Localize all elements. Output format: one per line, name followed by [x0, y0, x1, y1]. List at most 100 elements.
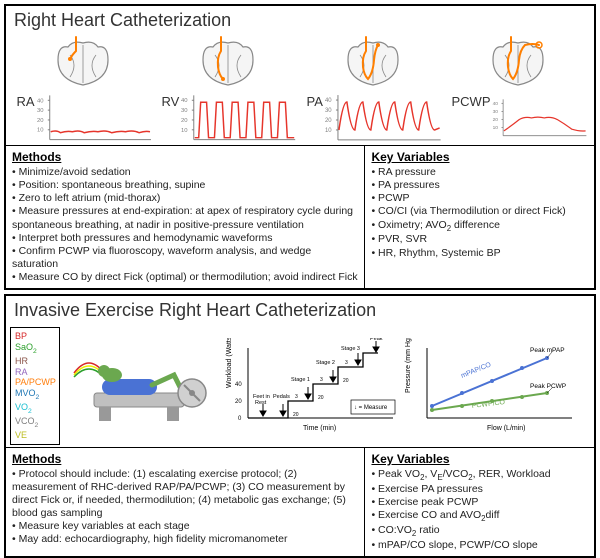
svg-text:Peak: Peak — [370, 338, 383, 342]
svg-text:40: 40 — [492, 101, 498, 107]
waveform-pa: 40302010 — [323, 90, 443, 145]
panel2-keyvars: Key Variables • Peak VO2, VE/VCO2, RER, … — [365, 448, 594, 556]
list-item: • Confirm PCWP via fluoroscopy, waveform… — [12, 245, 358, 271]
list-item: • Measure pressures at end-expiration: a… — [12, 205, 358, 231]
svg-text:40: 40 — [37, 98, 44, 104]
monitor-readout: BPSaO2HRRAPA/PCWPMVO2VO2VCO2VE — [10, 327, 60, 445]
svg-text:Pressure (mm Hg): Pressure (mm Hg) — [405, 338, 412, 393]
keyvars-heading-2: Key Variables — [371, 452, 588, 466]
svg-text:Pedals: Pedals — [273, 394, 290, 400]
svg-text:20: 20 — [235, 399, 242, 405]
svg-text:Rest: Rest — [255, 400, 267, 406]
list-item: • Measure key variables at each stage — [12, 520, 358, 533]
list-item: • CO:VO2 ratio — [371, 524, 588, 539]
svg-text:30: 30 — [492, 109, 498, 115]
svg-text:30: 30 — [181, 108, 188, 114]
heart-col-ra: RA 40 30 20 10 — [13, 35, 153, 145]
monitor-line: MVO2 — [15, 388, 55, 402]
svg-text:20: 20 — [293, 412, 299, 418]
list-item: • Minimize/avoid sedation — [12, 166, 358, 179]
svg-text:Peak PCWP: Peak PCWP — [530, 383, 566, 390]
heart-col-rv: RV 40 30 20 10 — [158, 35, 298, 145]
panel2-methods: Methods • Protocol should include: (1) e… — [6, 448, 365, 556]
svg-text:Flow (L/min): Flow (L/min) — [487, 425, 526, 432]
protocol-step-chart: Workload (Watts) Time (min) 0 20 40 Feet… — [223, 338, 398, 433]
svg-text:20: 20 — [181, 118, 188, 124]
svg-text:Stage 2: Stage 2 — [316, 360, 335, 366]
svg-text:3: 3 — [345, 360, 348, 366]
svg-text:10: 10 — [181, 128, 188, 134]
list-item: • Exercise PA pressures — [371, 483, 588, 496]
list-item: • RA pressure — [371, 166, 588, 179]
keyvars-list-2: • Peak VO2, VE/VCO2, RER, Workload• Exer… — [371, 468, 588, 552]
panel1-methods: Methods • Minimize/avoid sedation• Posit… — [6, 146, 365, 288]
monitor-line: SaO2 — [15, 342, 55, 356]
monitor-line: HR — [15, 356, 55, 367]
panel1-columns: Methods • Minimize/avoid sedation• Posit… — [6, 146, 594, 288]
monitor-line: RA — [15, 367, 55, 378]
waveform-ra: 40 30 20 10 — [35, 90, 153, 145]
svg-text:20: 20 — [343, 378, 349, 384]
monitor-line: BP — [15, 331, 55, 342]
list-item: • Protocol should include: (1) escalatin… — [12, 468, 358, 521]
svg-text:10: 10 — [325, 128, 332, 134]
list-item: • Exercise peak PCWP — [371, 496, 588, 509]
list-item: • Measure CO by direct Fick (optimal) or… — [12, 271, 358, 284]
methods-heading-2: Methods — [12, 452, 358, 466]
svg-text:10: 10 — [37, 128, 44, 134]
svg-text:Stage 3: Stage 3 — [341, 346, 360, 352]
panel-exercise-rhc: Invasive Exercise Right Heart Catheteriz… — [4, 294, 596, 558]
monitor-line: VO2 — [15, 402, 55, 416]
panel1-title: Right Heart Catheterization — [6, 6, 594, 33]
heart-col-pcwp: PCWP 40 30 20 10 — [448, 35, 588, 145]
heart-col-pa: PA 40302010 — [303, 35, 443, 145]
list-item: • Interpret both pressures and hemodynam… — [12, 232, 358, 245]
methods-list: • Minimize/avoid sedation• Position: spo… — [12, 166, 358, 284]
svg-text:0: 0 — [238, 416, 242, 422]
heart-label-pcwp: PCWP — [452, 94, 491, 109]
list-item: • Exercise CO and AVO2diff — [371, 509, 588, 524]
monitor-line: VE — [15, 430, 55, 441]
svg-text:Stage 1: Stage 1 — [291, 377, 310, 383]
methods-list-2: • Protocol should include: (1) escalatin… — [12, 468, 358, 547]
list-item: • HR, Rhythm, Systemic BP — [371, 247, 588, 260]
svg-text:10: 10 — [492, 125, 498, 131]
keyvars-heading: Key Variables — [371, 150, 588, 164]
svg-text:Peak mPAP: Peak mPAP — [530, 347, 565, 354]
list-item: • Oximetry; AVO2 difference — [371, 219, 588, 234]
panel-rhc: Right Heart Catheterization RA 40 30 20 … — [4, 4, 596, 290]
svg-text:Workload (Watts): Workload (Watts) — [226, 338, 233, 388]
monitor-line: VCO2 — [15, 416, 55, 430]
waveform-rv: 40 30 20 10 — [179, 90, 297, 145]
heart-diagram-pa — [338, 35, 408, 90]
svg-text:40: 40 — [181, 98, 188, 104]
svg-text:20: 20 — [318, 395, 324, 401]
list-item: • Peak VO2, VE/VCO2, RER, Workload — [371, 468, 588, 483]
svg-text:PCWP/CO: PCWP/CO — [471, 399, 506, 410]
panel2-columns: Methods • Protocol should include: (1) e… — [6, 448, 594, 556]
heart-label-ra: RA — [17, 94, 35, 109]
list-item: • PVR, SVR — [371, 233, 588, 246]
svg-text:30: 30 — [325, 108, 332, 114]
list-item: • CO/CI (via Thermodilution or direct Fi… — [371, 205, 588, 218]
heart-label-rv: RV — [162, 94, 180, 109]
panel1-keyvars: Key Variables • RA pressure• PA pressure… — [365, 146, 594, 288]
waveform-pcwp: 40 30 20 10 — [491, 90, 588, 145]
svg-text:mPAP/CO: mPAP/CO — [460, 362, 493, 381]
exercise-graphics-row: BPSaO2HRRAPA/PCWPMVO2VO2VCO2VE Workload … — [6, 323, 594, 447]
heart-diagram-pcwp — [483, 35, 553, 90]
svg-text:↓ = Measure: ↓ = Measure — [354, 405, 388, 411]
list-item: • PA pressures — [371, 179, 588, 192]
svg-text:40: 40 — [325, 98, 332, 104]
list-item: • Zero to left atrium (mid-thorax) — [12, 192, 358, 205]
list-item: • Position: spontaneous breathing, supin… — [12, 179, 358, 192]
svg-text:20: 20 — [37, 118, 44, 124]
svg-text:30: 30 — [37, 108, 44, 114]
list-item: • mPAP/CO slope, PCWP/CO slope — [371, 539, 588, 552]
recumbent-bike-diagram — [64, 343, 219, 428]
methods-heading: Methods — [12, 150, 358, 164]
hearts-row: RA 40 30 20 10 — [6, 33, 594, 145]
svg-text:40: 40 — [235, 382, 242, 388]
svg-text:20: 20 — [492, 117, 498, 123]
heart-label-pa: PA — [307, 94, 323, 109]
